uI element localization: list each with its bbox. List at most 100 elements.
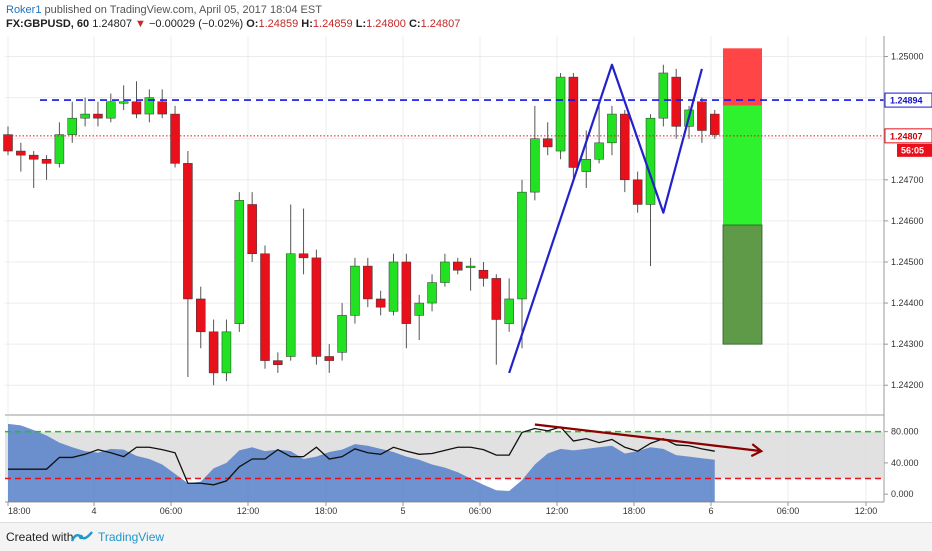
time-tick-label: 5 <box>400 506 405 516</box>
oscillator-tick-label: 40.000 <box>891 458 919 468</box>
countdown-tag <box>897 143 932 157</box>
open-value: 1.24859 <box>258 18 299 30</box>
candle-body <box>517 191 527 300</box>
candle-body <box>363 265 373 300</box>
price-tick-label: 1.24700 <box>891 175 924 185</box>
candle-body <box>106 101 116 119</box>
candle-body <box>183 163 193 300</box>
candle-body <box>324 356 334 361</box>
time-tick-label: 4 <box>91 506 96 516</box>
trend-line <box>508 63 703 374</box>
candle-body <box>350 265 360 316</box>
candle-body <box>80 113 90 119</box>
candle-body <box>28 154 39 160</box>
countdown-label: 56:05 <box>901 145 924 155</box>
candle-body <box>401 261 412 324</box>
candle-body <box>247 204 257 255</box>
tradingview-brand[interactable]: TradingView <box>98 530 165 544</box>
candle-body <box>41 159 52 164</box>
candle-body <box>67 117 77 135</box>
candle-body <box>645 117 656 205</box>
price-tick-label: 1.24600 <box>891 216 924 226</box>
candle-body <box>196 298 206 333</box>
level-price-label: 1.24894 <box>890 96 923 106</box>
time-tick-label: 18:00 <box>315 506 338 516</box>
candle-body <box>632 179 643 205</box>
oscillator-tick-label: 80.000 <box>891 427 919 437</box>
price-tick-label: 1.25000 <box>891 52 924 62</box>
candle-body <box>491 278 502 320</box>
symbol-name[interactable]: FX:GBPUSD, 60 <box>6 18 90 30</box>
candle-body <box>93 113 103 119</box>
tradingview-logo-icon[interactable] <box>71 530 93 544</box>
down-arrow-icon: ▼ <box>135 18 146 30</box>
candle-body <box>54 134 65 164</box>
candle-body <box>170 113 180 164</box>
time-tick-label: 06:00 <box>160 506 183 516</box>
extended-target-zone <box>722 224 763 345</box>
close-value: 1.24807 <box>420 18 461 30</box>
candle-body <box>337 315 347 353</box>
candle-body <box>620 113 630 181</box>
high-label: H: <box>301 18 313 30</box>
candle-body <box>311 257 322 357</box>
candle-body <box>568 76 579 168</box>
candle-body <box>375 298 386 308</box>
candle-body <box>221 331 232 374</box>
candle-body <box>273 360 283 365</box>
candle-body <box>388 261 399 312</box>
level-price-tag <box>884 92 932 108</box>
divergence-arrow-line <box>534 423 762 453</box>
profit-zone <box>723 105 762 225</box>
candle-body <box>234 200 245 324</box>
candle-body <box>157 101 167 115</box>
author-link[interactable]: Roker1 <box>6 4 42 16</box>
rsi-line <box>8 426 715 486</box>
candle-body <box>555 76 566 152</box>
candle-body <box>440 261 450 283</box>
current-price-tag <box>884 128 932 144</box>
open-label: O: <box>246 18 259 30</box>
candle-body <box>208 331 219 374</box>
close-label: C: <box>408 18 421 30</box>
candle-body <box>118 101 129 104</box>
publish-info: Roker1 published on TradingView.com, Apr… <box>6 3 322 17</box>
oscillator-tick-label: 0.000 <box>891 489 914 499</box>
candle-body <box>542 138 553 148</box>
time-tick-label: 12:00 <box>855 506 878 516</box>
candle-body <box>530 138 540 193</box>
time-tick-label: 06:00 <box>469 506 492 516</box>
price-tick-label: 1.24500 <box>891 257 924 267</box>
low-label: L: <box>355 18 367 30</box>
candle-body <box>131 101 142 115</box>
price-chart[interactable]: 1.250001.249001.248001.247001.246001.245… <box>0 0 932 522</box>
footer-bar: Created with TradingView <box>0 522 932 551</box>
divergence-arrow-head <box>750 443 764 458</box>
candle-body <box>144 97 155 115</box>
published-text: published on TradingView.com, April 05, … <box>44 4 322 16</box>
symbol-legend: FX:GBPUSD, 60 1.24807 ▼ −0.00029 (−0.02%… <box>6 17 460 31</box>
time-tick-label: 12:00 <box>546 506 569 516</box>
candle-body <box>607 113 617 144</box>
oscillator-area <box>8 423 715 502</box>
candle-body <box>414 302 424 316</box>
candle-body <box>285 253 296 357</box>
candle-body <box>697 101 707 131</box>
time-tick-label: 18:00 <box>623 506 646 516</box>
price-change: −0.00029 (−0.02%) <box>148 18 244 30</box>
last-price: 1.24807 <box>92 18 132 30</box>
candle-body <box>658 72 669 119</box>
time-tick-label: 12:00 <box>237 506 260 516</box>
candle-body <box>671 76 681 127</box>
candle-body <box>478 269 489 279</box>
created-with-text: Created with <box>6 530 74 544</box>
candle-body <box>453 261 463 271</box>
candle-body <box>427 282 437 304</box>
candle-body <box>594 142 604 160</box>
time-tick-label: 6 <box>708 506 713 516</box>
price-tick-label: 1.24300 <box>891 339 924 349</box>
candle-body <box>260 253 270 361</box>
candle-body <box>581 159 591 172</box>
price-tick-label: 1.24200 <box>891 380 924 390</box>
price-tick-label: 1.24400 <box>891 298 924 308</box>
